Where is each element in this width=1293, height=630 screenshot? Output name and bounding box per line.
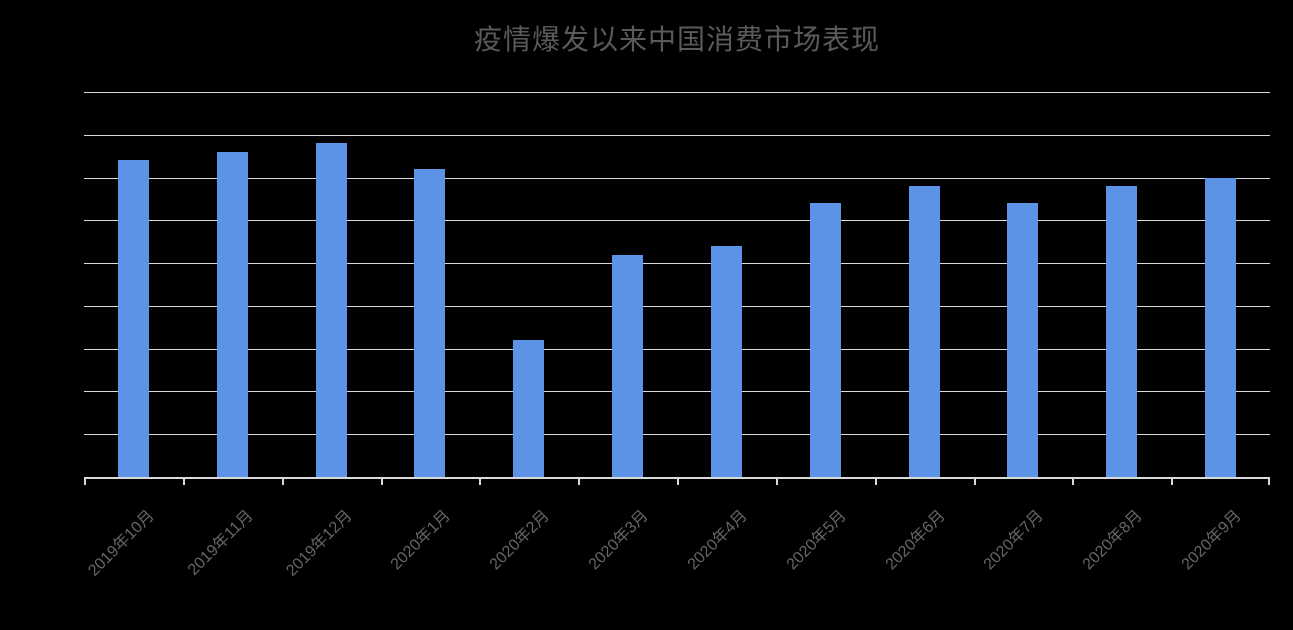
x-axis-tick: [874, 479, 877, 485]
x-axis-tick: [84, 479, 86, 485]
x-axis-tick: [380, 479, 383, 485]
y-gridline: [84, 391, 1270, 393]
bar-2020年8月: [1106, 186, 1138, 477]
bar-2020年3月: [612, 254, 644, 477]
x-axis-tick: [775, 479, 778, 485]
x-axis-tick: [973, 479, 976, 485]
bar-2020年6月: [908, 186, 940, 477]
x-axis-label: 2019年10月: [85, 507, 158, 580]
x-axis-label: 2019年12月: [282, 507, 356, 580]
bar-2019年10月: [117, 160, 149, 477]
x-axis-label: 2019年11月: [184, 507, 257, 579]
bar-2020年2月: [513, 340, 545, 477]
y-gridline: [84, 220, 1270, 222]
x-axis-label: 2020年8月: [1079, 507, 1147, 574]
x-axis-tick: [1268, 479, 1270, 485]
x-axis-labels: 2019年10月 2019年11月 2019年12月 2020年1月 2020年2月 20…: [84, 477, 1270, 630]
x-axis-tick: [182, 479, 185, 485]
x-axis-label: 2020年3月: [585, 507, 652, 574]
plot-area: [84, 92, 1270, 485]
bar-2019年11月: [216, 151, 248, 477]
y-gridline: [84, 434, 1270, 436]
bar-2020年5月: [809, 203, 841, 477]
y-gridline: [84, 177, 1270, 179]
x-axis-tick: [578, 479, 581, 485]
x-axis-tick: [1072, 479, 1075, 485]
x-axis-label: 2020年7月: [981, 507, 1048, 574]
x-axis-label: 2020年5月: [783, 507, 850, 574]
bar-2020年9月: [1205, 177, 1237, 477]
y-gridline: [84, 263, 1270, 265]
x-axis-tick: [281, 479, 284, 485]
x-axis-label: 2020年6月: [882, 507, 949, 574]
bar-2019年12月: [315, 143, 347, 477]
bar-2020年7月: [1007, 203, 1039, 477]
x-axis-label: 2020年1月: [388, 507, 455, 574]
x-axis-tick: [1171, 479, 1174, 485]
chart-title: 疫情爆发以来中国消费市场表现: [473, 24, 880, 55]
x-axis-label: 2020年9月: [1178, 507, 1245, 574]
x-axis-tick: [479, 479, 482, 485]
y-gridline: [84, 348, 1270, 350]
y-gridline: [84, 305, 1270, 307]
bar-2020年4月: [710, 246, 742, 477]
y-gridline: [84, 134, 1270, 136]
x-axis-label: 2020年4月: [684, 507, 751, 574]
x-axis-tick: [677, 479, 679, 485]
bar-2020年1月: [414, 169, 446, 477]
y-gridline: [84, 92, 1270, 93]
x-axis-label: 2020年2月: [486, 507, 554, 574]
